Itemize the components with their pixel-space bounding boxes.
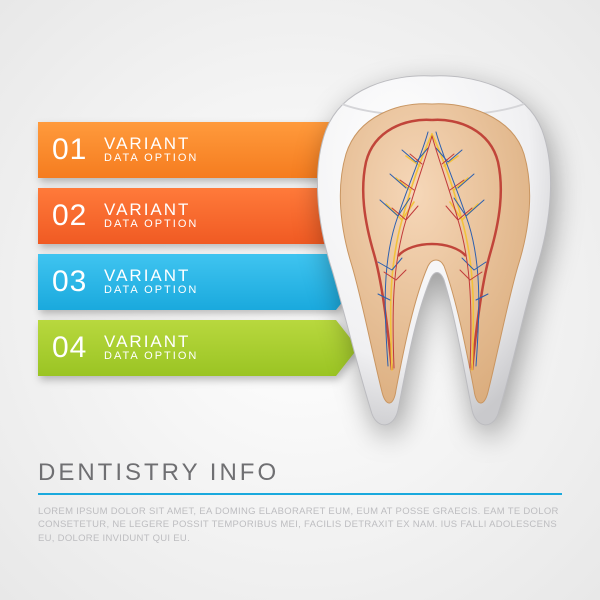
banner-sub: DATA OPTION [104, 351, 198, 363]
banner-title: VARIANT [104, 135, 198, 153]
banner-title: VARIANT [104, 201, 198, 219]
footer-body: LOREM IPSUM DOLOR SIT AMET, EA DOMING EL… [38, 505, 562, 545]
banner-num: 04 [52, 331, 104, 365]
banner-text: VARIANT DATA OPTION [104, 267, 198, 296]
banner-title: VARIANT [104, 333, 198, 351]
banner-sub: DATA OPTION [104, 285, 198, 297]
banner-num: 01 [52, 133, 104, 167]
footer: DENTISTRY INFO LOREM IPSUM DOLOR SIT AME… [38, 459, 562, 545]
banner-num: 02 [52, 199, 104, 233]
banner-sub: DATA OPTION [104, 219, 198, 231]
banner-title: VARIANT [104, 267, 198, 285]
footer-title: DENTISTRY INFO [38, 459, 562, 495]
tooth-svg [302, 70, 562, 430]
tooth-diagram [302, 70, 562, 430]
banner-num: 03 [52, 265, 104, 299]
banner-sub: DATA OPTION [104, 153, 198, 165]
banner-text: VARIANT DATA OPTION [104, 201, 198, 230]
banner-text: VARIANT DATA OPTION [104, 333, 198, 362]
banner-text: VARIANT DATA OPTION [104, 135, 198, 164]
